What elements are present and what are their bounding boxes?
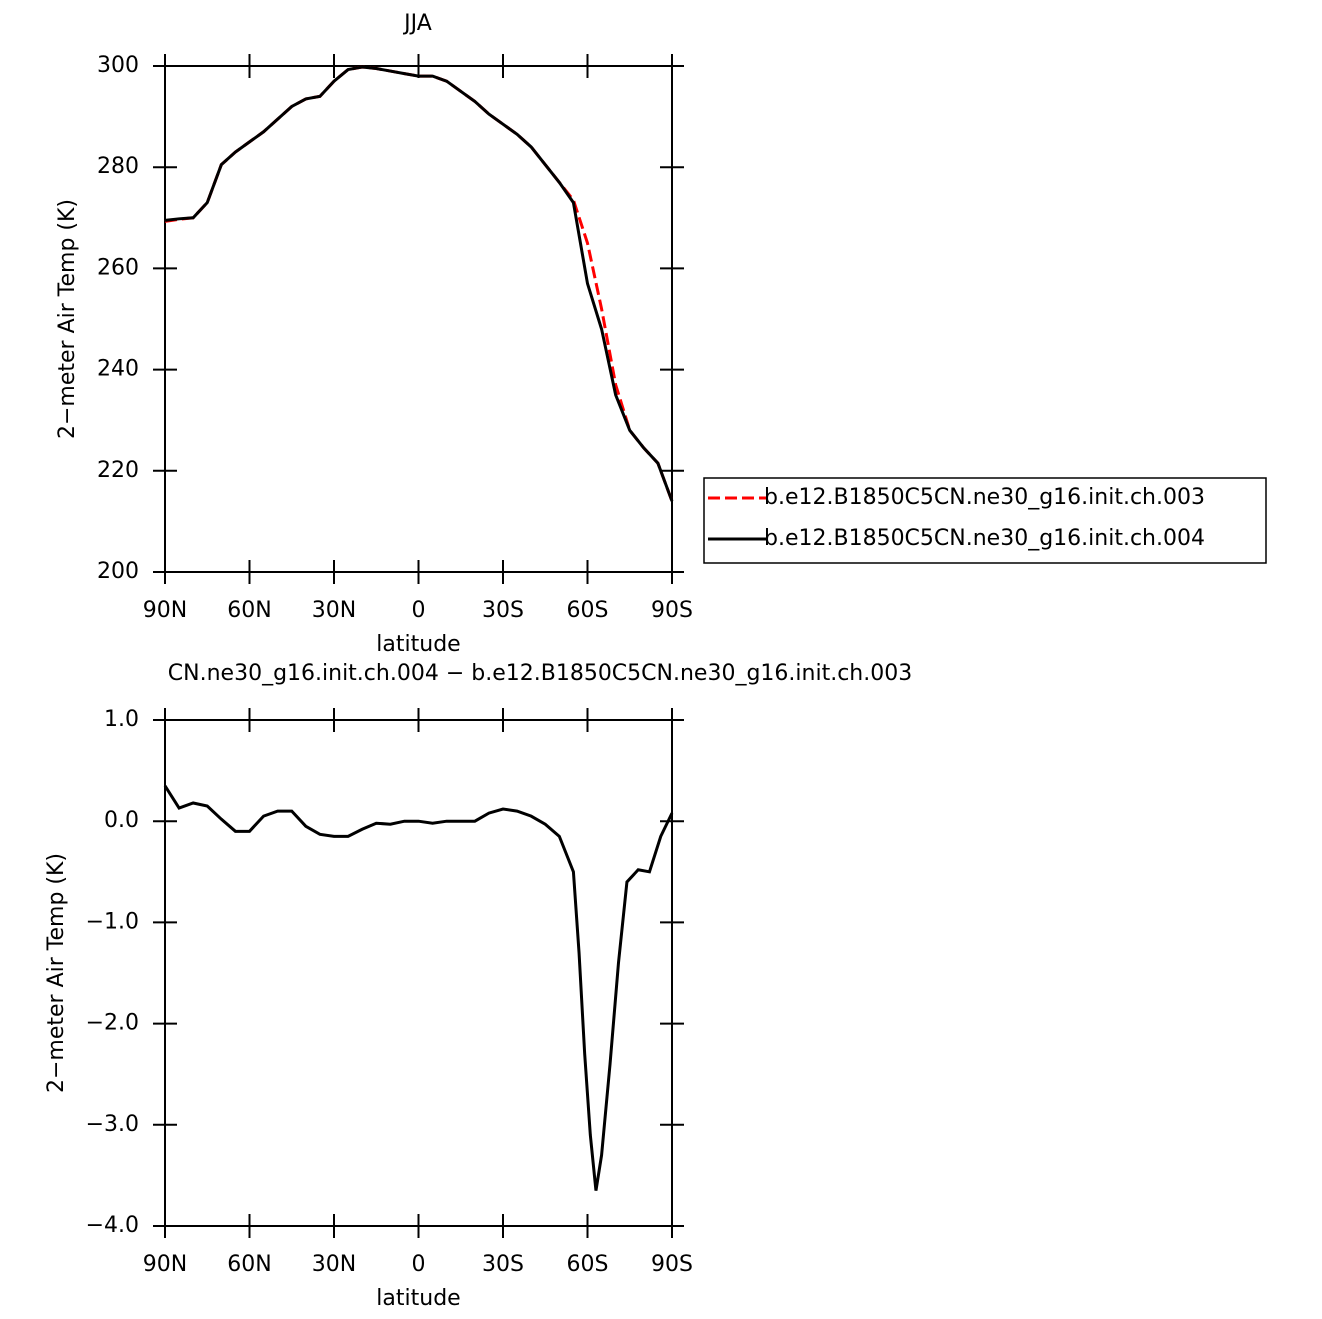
plot-frame <box>164 719 673 1227</box>
y-axis-label: 2−meter Air Temp (K) <box>55 199 80 439</box>
y-tick-label: 240 <box>97 357 139 382</box>
y-tick-label: −3.0 <box>86 1112 139 1137</box>
chart-title: CN.ne30_g16.init.ch.004 − b.e12.B1850C5C… <box>168 661 912 686</box>
x-tick-label: 90N <box>143 598 187 623</box>
data-line <box>164 65 674 502</box>
y-tick-label: 220 <box>97 458 139 483</box>
x-tick-label: 0 <box>412 1252 426 1277</box>
x-tick-label: 60S <box>567 598 609 623</box>
legend-label: b.e12.B1850C5CN.ne30_g16.init.ch.004 <box>764 526 1205 551</box>
x-tick-label: 90S <box>651 1252 693 1277</box>
x-axis-label: latitude <box>376 632 460 657</box>
data-line <box>164 65 674 502</box>
legend-box <box>703 477 1267 564</box>
y-axis-label: 2−meter Air Temp (K) <box>44 853 69 1093</box>
x-tick-label: 60N <box>227 598 271 623</box>
x-tick-label: 60N <box>227 1252 271 1277</box>
y-tick-label: −2.0 <box>86 1011 139 1036</box>
y-tick-label: 0.0 <box>104 808 139 833</box>
x-tick-label: 30N <box>312 1252 356 1277</box>
y-tick-label: 260 <box>97 255 139 280</box>
y-tick-label: 1.0 <box>104 707 139 732</box>
x-tick-label: 90N <box>143 1252 187 1277</box>
y-tick-label: 300 <box>97 53 139 78</box>
x-axis-label: latitude <box>376 1286 460 1311</box>
x-tick-label: 60S <box>567 1252 609 1277</box>
plot-frame <box>164 65 673 573</box>
x-tick-label: 90S <box>651 598 693 623</box>
data-line <box>163 784 674 1191</box>
chart-title: JJA <box>402 11 432 36</box>
x-tick-label: 30N <box>312 598 356 623</box>
y-tick-label: 280 <box>97 154 139 179</box>
x-tick-label: 30S <box>482 1252 524 1277</box>
y-tick-label: −4.0 <box>86 1213 139 1238</box>
legend-label: b.e12.B1850C5CN.ne30_g16.init.ch.003 <box>764 485 1205 510</box>
x-tick-label: 0 <box>412 598 426 623</box>
x-tick-label: 30S <box>482 598 524 623</box>
y-tick-label: 200 <box>97 559 139 584</box>
y-tick-label: −1.0 <box>86 909 139 934</box>
